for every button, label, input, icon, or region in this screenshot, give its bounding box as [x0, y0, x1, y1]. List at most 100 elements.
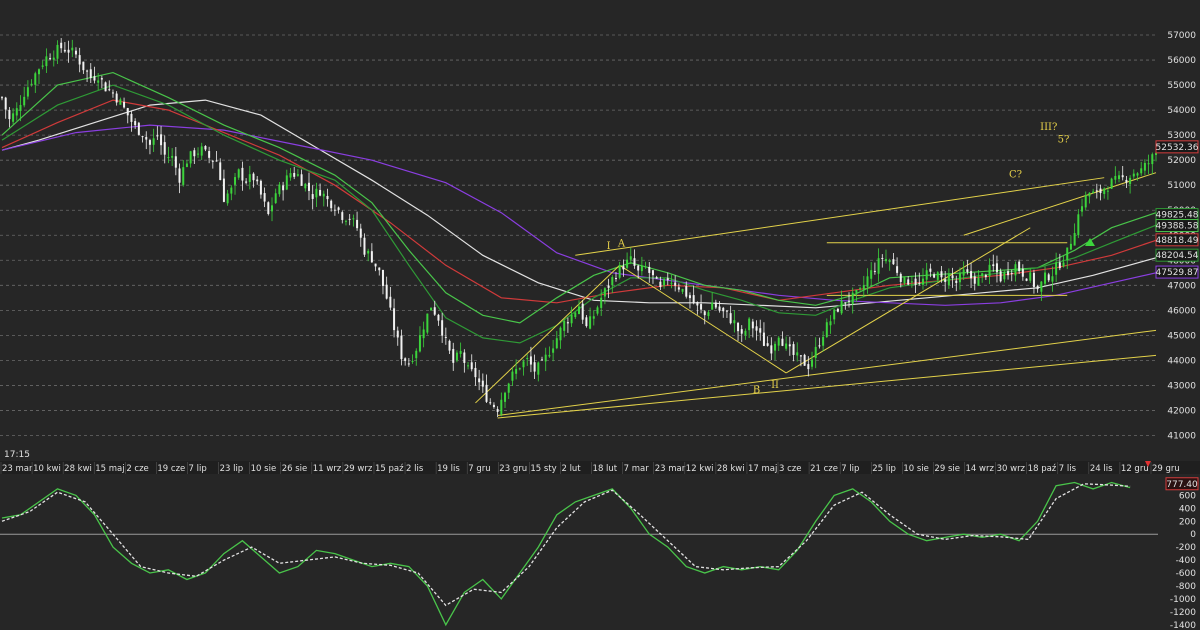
candle-body: [393, 308, 396, 331]
candles: [1, 38, 1157, 418]
candle-body: [1073, 233, 1076, 246]
oscillator-tick-label: 400: [1179, 504, 1196, 514]
candle-body: [71, 47, 74, 51]
candle-body: [282, 185, 285, 191]
candle-body: [659, 281, 662, 288]
candle-body: [148, 140, 151, 145]
price-tick-label: 42000: [1167, 406, 1196, 416]
price-tick-label: 55000: [1167, 81, 1196, 91]
candle-body: [311, 194, 314, 199]
candle-body: [962, 269, 965, 276]
candle-body: [1103, 188, 1106, 194]
date-axis: 23 mar 10 kwi 28 kwi 15 maj 2 cze 19 cze 7 lip…: [0, 461, 1200, 474]
candle-body: [848, 300, 851, 302]
price-tick-label: 54000: [1167, 106, 1196, 116]
candle-body: [300, 174, 303, 186]
date-tick-label: 17 maj: [748, 464, 777, 474]
candle-body: [663, 278, 666, 286]
candle-body: [748, 318, 751, 331]
candle-body: [226, 193, 229, 204]
candle-body: [489, 402, 492, 404]
candle-body: [777, 337, 780, 346]
candle-body: [1062, 262, 1065, 267]
candle-body: [751, 321, 754, 329]
candle-body: [293, 172, 296, 177]
candle-body: [481, 380, 484, 387]
date-tick-label: 7 lip: [188, 464, 206, 474]
candle-body: [378, 267, 381, 271]
candle-body: [448, 340, 451, 351]
moving-average-line: [1, 84, 1157, 344]
candle-body: [1140, 168, 1143, 174]
date-tick-label: 26 sie: [282, 464, 308, 474]
candle-body: [711, 302, 714, 310]
candle-body: [762, 332, 765, 346]
candle-body: [352, 218, 355, 220]
candle-body: [348, 218, 351, 220]
candle-body: [415, 350, 418, 359]
date-tick-label: 29 gru: [1152, 464, 1180, 474]
candle-body: [134, 121, 137, 126]
date-tick-label: 21 cze: [810, 464, 838, 474]
date-tick-label: 24 lis: [1090, 464, 1113, 474]
candle-body: [633, 258, 636, 266]
candle-body: [1032, 272, 1035, 287]
candle-body: [259, 180, 262, 195]
candle-body: [60, 42, 63, 49]
price-tick-label: 53000: [1167, 131, 1196, 141]
marker-triangle-icon: [1145, 461, 1151, 467]
date-tick-label: 18 paź: [1028, 464, 1057, 474]
oscillator-panel: -1400 -1200 -1000 -800 -600 -400 -200 0 200 400 60…: [0, 477, 1199, 630]
candle-body: [833, 309, 836, 320]
candle-body: [496, 409, 499, 412]
candle-body: [30, 83, 33, 85]
candle-body: [115, 93, 118, 103]
candle-body: [407, 363, 410, 365]
candle-body: [1044, 272, 1047, 284]
candle-body: [507, 383, 510, 393]
candle-body: [19, 104, 22, 111]
candle-body: [881, 257, 884, 259]
candle-body: [1121, 175, 1124, 178]
candle-body: [988, 264, 991, 277]
price-tick-label: 45000: [1167, 331, 1196, 341]
candle-body: [1069, 243, 1072, 250]
candle-body: [918, 282, 921, 284]
candle-body: [744, 330, 747, 336]
candle-body: [1, 97, 3, 99]
candle-body: [677, 287, 680, 290]
candle-body: [1055, 262, 1058, 275]
candle-body: [688, 295, 691, 299]
candle-body: [1110, 178, 1113, 189]
candle-body: [714, 302, 717, 308]
candle-body: [433, 307, 436, 315]
price-label: 48818.49: [1156, 236, 1199, 246]
candle-body: [574, 312, 577, 318]
candle-body: [981, 273, 984, 277]
candle-body: [1003, 271, 1006, 280]
date-tick-label: 28 kwi: [64, 464, 92, 474]
candle-body: [836, 308, 839, 312]
candle-body: [34, 73, 37, 85]
candle-body: [700, 304, 703, 310]
date-tick-label: 23 gru: [499, 464, 527, 474]
candle-body: [844, 302, 847, 304]
date-tick-label: 28 kwi: [717, 464, 745, 474]
candle-body: [877, 258, 880, 274]
candle-body: [666, 278, 669, 281]
oscillator-tick-label: -1000: [1170, 595, 1196, 605]
candle-body: [947, 273, 950, 286]
candle-body: [152, 138, 155, 145]
price-label-box: [1155, 248, 1199, 262]
candle-body: [319, 189, 322, 196]
candle-body: [722, 307, 725, 312]
candle-body: [248, 174, 251, 182]
candle-body: [263, 193, 266, 202]
candle-body: [1099, 188, 1102, 194]
wave-label: B: [753, 385, 760, 396]
wave-label: I: [607, 241, 611, 252]
candle-body: [944, 279, 947, 282]
trend-line: [497, 354, 1157, 419]
candle-body: [607, 285, 610, 288]
candle-body: [237, 169, 240, 178]
